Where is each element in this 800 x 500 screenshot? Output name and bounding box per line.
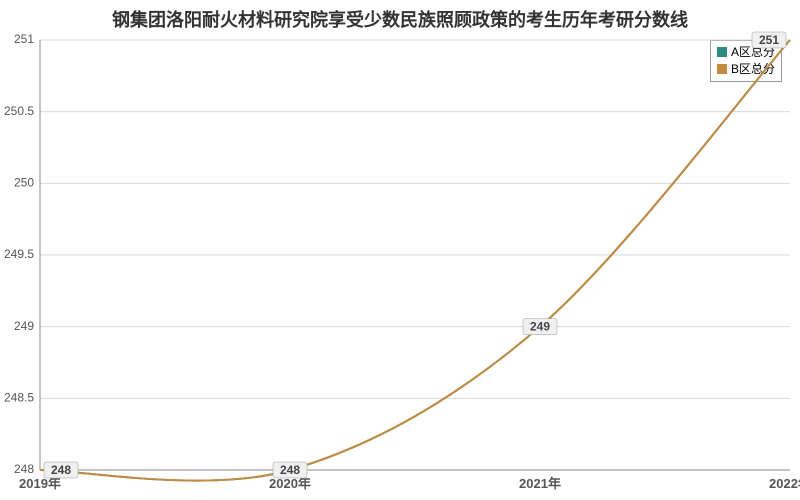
plot-area: 248248.5249249.5250250.52512019年2020年202… — [0, 0, 800, 500]
series-line — [40, 40, 790, 481]
svg-text:251: 251 — [14, 32, 34, 46]
svg-text:249: 249 — [530, 320, 550, 334]
svg-text:248: 248 — [14, 462, 34, 476]
svg-text:249.5: 249.5 — [4, 247, 34, 261]
svg-text:251: 251 — [759, 33, 779, 47]
svg-text:248: 248 — [51, 463, 71, 477]
svg-text:248.5: 248.5 — [4, 391, 34, 405]
svg-text:250.5: 250.5 — [4, 104, 34, 118]
svg-text:248: 248 — [280, 463, 300, 477]
chart-container: 钢集团洛阳耐火材料研究院享受少数民族照顾政策的考生历年考研分数线 A区总分B区总… — [0, 0, 800, 500]
svg-text:250: 250 — [14, 176, 34, 190]
series-line — [40, 40, 790, 481]
svg-text:2021年: 2021年 — [519, 476, 561, 491]
svg-text:2022年: 2022年 — [769, 476, 800, 491]
svg-text:249: 249 — [14, 319, 34, 333]
